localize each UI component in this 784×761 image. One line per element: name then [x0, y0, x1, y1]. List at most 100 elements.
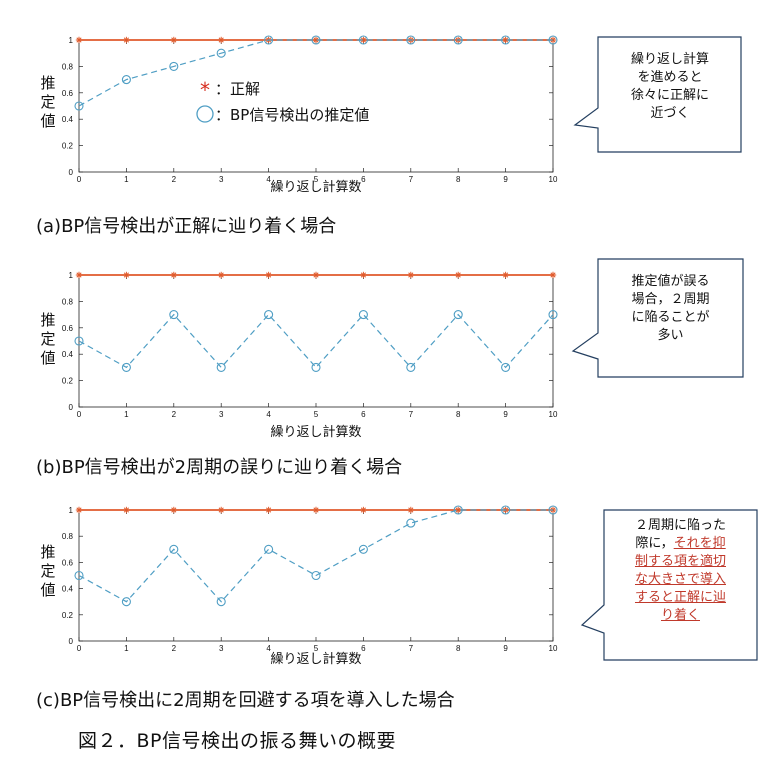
panel-b-estimate-point	[358, 310, 368, 320]
panel-a-ytick-label: 0.8	[62, 62, 74, 71]
panel-a-estimate-point	[121, 75, 131, 85]
panel-c-ytick-label: 0.6	[62, 558, 74, 567]
panel-a-ytick-label: 0.2	[62, 142, 74, 151]
panel-b-xtick-label: 9	[503, 410, 508, 419]
panel-a-xtick-label: 1	[124, 175, 129, 184]
panel-b-xtick-label: 6	[361, 410, 366, 419]
legend-estimate-marker	[196, 105, 214, 123]
panel-a-xtick-label: 7	[409, 175, 414, 184]
panel-a-truth-point	[75, 36, 83, 44]
panel-b-ytick-label: 0.4	[62, 350, 74, 359]
panel-c-ytick-label: 0.8	[62, 532, 74, 541]
panel-a-frame	[78, 39, 554, 173]
panel-a-estimate-point	[311, 35, 321, 45]
panel-c-chart: 0 1 2 3 4 5 6 7 8 9 10 0 0.2 0.4 0.6 0.8 1 繰り返し計算数	[62, 505, 558, 667]
panel-a-series-estimate	[74, 35, 558, 111]
panel-a-xlabel: 繰り返し計算数	[270, 179, 361, 195]
panel-b-truth-point	[360, 271, 367, 279]
panel-b-ytick-label: 0.2	[62, 377, 74, 386]
panel-c-estimate-point	[74, 570, 84, 581]
panel-c-ytick-label: 0	[69, 637, 74, 646]
panel-c-estimate-point	[264, 544, 274, 554]
legend-estimate-label: ：BP信号検出の推定値	[215, 106, 369, 124]
panel-c-series-estimate	[74, 505, 558, 607]
callout-c-text: ２周期に陥った 際に，それを抑 制する項を適切 な大きさで導入 すると正解に辿 …	[634, 518, 726, 623]
panel-c-truth-point	[455, 506, 462, 514]
panel-a-ylabel: 推定値	[40, 74, 56, 130]
panel-b-estimate-point	[548, 310, 558, 320]
panel-a-truth-point	[218, 36, 225, 44]
panel-c-xtick-label: 8	[456, 644, 461, 653]
panel-b-truth-point	[455, 271, 462, 279]
panel-b-series-line	[78, 313, 554, 369]
panel-c-xtick-label: 5	[314, 644, 319, 653]
panel-b-xtick-label: 3	[219, 410, 224, 419]
panel-b-xtick-label: 10	[549, 410, 558, 419]
panel-c-truth-point	[218, 506, 225, 514]
panel-b-truth-point	[170, 271, 177, 279]
callout-b-box	[571, 258, 744, 378]
panel-b-xtick-label: 2	[172, 410, 177, 419]
panel-a-ytick-label: 1	[69, 36, 74, 45]
panel-c-estimate-point	[358, 544, 368, 554]
panel-a-estimate-point	[358, 35, 368, 45]
panel-b-estimate-point	[406, 362, 416, 372]
panel-b-xtick-label: 7	[409, 410, 414, 419]
panel-b-truth-point	[75, 271, 83, 279]
panel-b-xtick-label: 5	[314, 410, 319, 419]
panel-c-series-line	[78, 509, 553, 603]
callout-a-text: 繰り返し計算 を進めると 徐々に正解に 近づく	[630, 52, 709, 121]
panel-b-estimate-point	[216, 362, 226, 372]
panel-c-xtick-label: 9	[503, 644, 508, 653]
panel-b-ytick-label: 0.8	[62, 297, 74, 306]
panel-a-estimate-point	[169, 61, 179, 71]
panel-c-estimate-point	[311, 570, 321, 581]
panel-c-truth-point	[75, 506, 83, 514]
panel-c-truth-point	[312, 506, 320, 514]
panel-c-estimate-point	[406, 518, 416, 528]
panel-a-estimate-point	[453, 35, 463, 45]
callout-c-box	[580, 509, 758, 661]
caption-a: (a)BP信号検出が正解に辿り着く場合	[36, 216, 337, 237]
panel-a-chart: 0 1 2 3 4 5 6 7 8 9 10 0 0.2 0.4 0.6 0.8 1 繰り返し計算数	[62, 35, 558, 195]
panel-c-xtick-label: 2	[172, 644, 177, 653]
panel-b-truth-point	[549, 271, 557, 279]
panel-c-ytick-label: 0.4	[62, 585, 74, 594]
panel-a-xtick-label: 8	[456, 175, 461, 184]
panel-a-xtick-label: 10	[549, 175, 558, 184]
panel-a-estimate-point	[548, 35, 558, 45]
panel-a-xtick-label: 3	[219, 175, 224, 184]
panel-a-estimate-point	[74, 101, 84, 111]
panel-b-ylabel: 推定値	[40, 311, 56, 367]
panel-a-estimate-point	[264, 35, 274, 45]
panel-c-estimate-point	[121, 597, 131, 607]
panel-b-xtick-label: 8	[456, 410, 461, 419]
panel-a-estimate-point	[501, 35, 511, 45]
panel-a-xtick-label: 4	[266, 175, 271, 184]
panel-a-estimate-point	[216, 48, 226, 58]
panel-c-estimate-point	[216, 597, 226, 607]
panel-b-truth-point	[123, 271, 130, 279]
figure-caption: 図２．BP信号検出の振る舞いの概要	[78, 730, 396, 752]
panel-b-xtick-label: 0	[77, 410, 82, 419]
panel-c-xtick-label: 10	[549, 644, 558, 653]
panel-c-estimate-point	[453, 505, 463, 515]
panel-a-truth-point	[170, 36, 177, 44]
panel-c-truth-point	[360, 506, 367, 514]
panel-c-estimate-point	[501, 505, 511, 515]
panel-b-estimate-point	[74, 336, 84, 346]
panel-b-truth-point	[407, 271, 414, 279]
panel-a-ytick-label: 0	[69, 168, 74, 177]
panel-c-xtick-label: 6	[361, 644, 366, 653]
panel-c-estimate-point	[169, 544, 179, 554]
panel-c-truth-point	[265, 506, 272, 514]
panel-b-chart: 0 1 2 3 4 5 6 7 8 9 10 0 0.2 0.4 0.6 0.8 1 繰り返し計算数	[62, 271, 558, 440]
panel-a-ytick-label: 0.6	[62, 89, 74, 98]
panel-c-truth-point	[123, 506, 130, 514]
panel-b-ytick-label: 1	[69, 271, 74, 280]
panel-c-ytick-label: 0.2	[62, 611, 74, 620]
panel-a-estimate-point	[406, 35, 416, 45]
panel-b-ytick-label: 0.6	[62, 324, 74, 333]
panel-b-estimate-point	[264, 310, 274, 320]
panel-a-truth-point	[123, 36, 130, 44]
